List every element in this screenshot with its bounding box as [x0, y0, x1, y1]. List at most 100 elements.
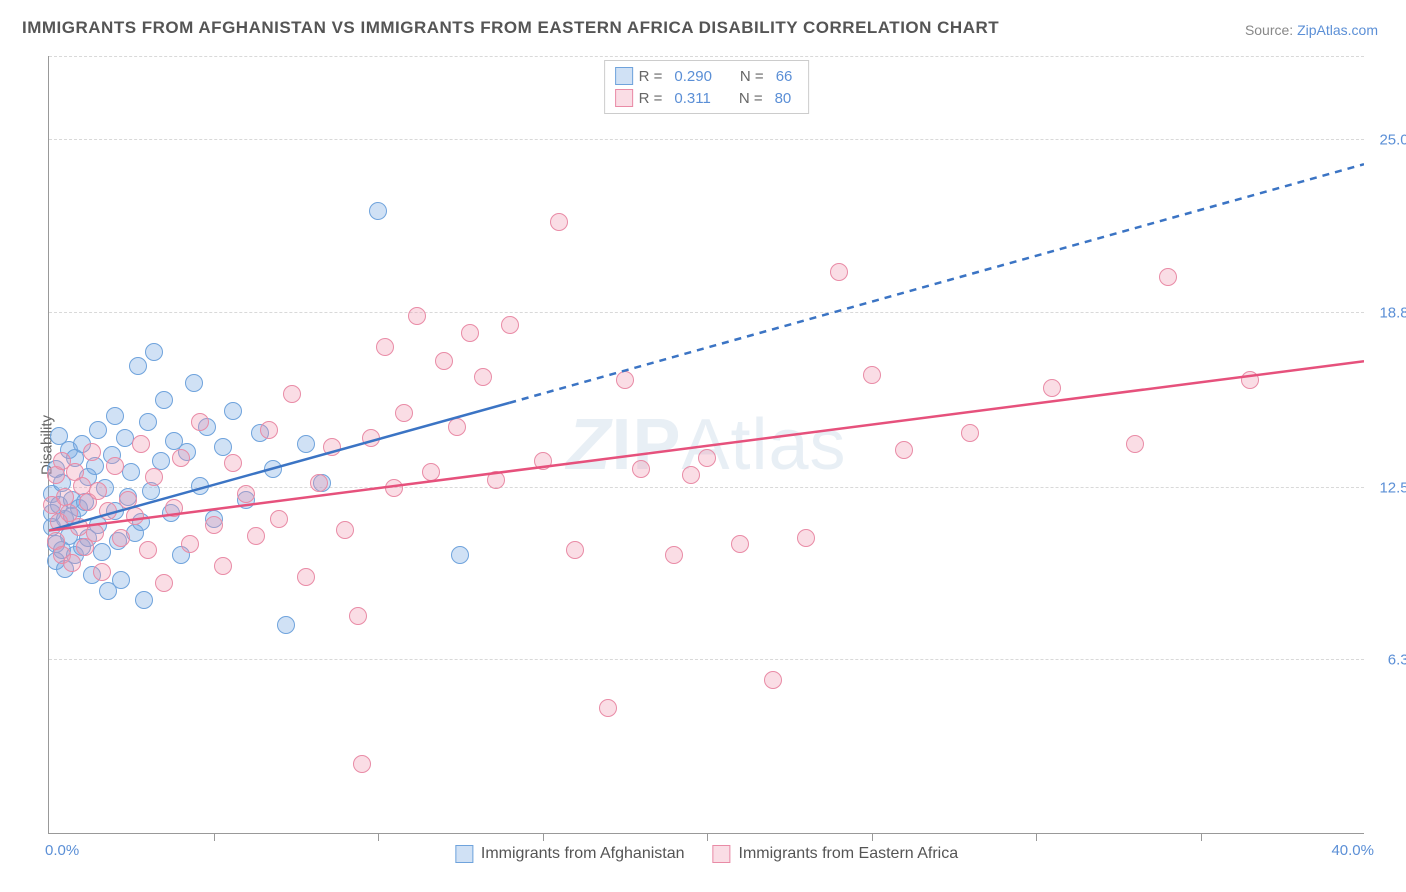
- n-value: 80: [769, 90, 798, 107]
- data-point: [155, 574, 173, 592]
- data-point: [369, 202, 387, 220]
- chart-title: IMMIGRANTS FROM AFGHANISTAN VS IMMIGRANT…: [22, 18, 999, 38]
- data-point: [1126, 435, 1144, 453]
- legend-correlation-row: R =0.311N =80: [615, 87, 799, 109]
- x-tick: [707, 833, 708, 841]
- data-point: [376, 338, 394, 356]
- n-label: N =: [740, 68, 764, 85]
- data-point: [323, 438, 341, 456]
- data-point: [86, 524, 104, 542]
- data-point: [451, 546, 469, 564]
- data-point: [797, 529, 815, 547]
- legend-series-label: Immigrants from Eastern Africa: [739, 845, 959, 863]
- data-point: [112, 529, 130, 547]
- n-label: N =: [739, 90, 763, 107]
- data-point: [731, 535, 749, 553]
- data-point: [550, 213, 568, 231]
- data-point: [63, 554, 81, 572]
- legend-series-label: Immigrants from Afghanistan: [481, 845, 685, 863]
- y-tick-label: 12.5%: [1379, 479, 1406, 496]
- data-point: [1043, 379, 1061, 397]
- data-point: [214, 438, 232, 456]
- data-point: [93, 543, 111, 561]
- data-point: [408, 307, 426, 325]
- data-point: [270, 510, 288, 528]
- data-point: [224, 402, 242, 420]
- data-point: [764, 671, 782, 689]
- data-point: [395, 404, 413, 422]
- x-tick: [543, 833, 544, 841]
- data-point: [566, 541, 584, 559]
- data-point: [448, 418, 466, 436]
- data-point: [99, 502, 117, 520]
- data-point: [534, 452, 552, 470]
- data-point: [93, 563, 111, 581]
- data-point: [698, 449, 716, 467]
- legend-swatch: [615, 67, 633, 85]
- data-point: [83, 443, 101, 461]
- data-point: [632, 460, 650, 478]
- x-tick: [378, 833, 379, 841]
- data-point: [682, 466, 700, 484]
- r-label: R =: [639, 68, 663, 85]
- data-point: [224, 454, 242, 472]
- data-point: [126, 507, 144, 525]
- data-point: [155, 391, 173, 409]
- chart-plot-area: Disability ZIPAtlas 6.3%12.5%18.8%25.0% …: [48, 56, 1364, 834]
- legend-swatch: [713, 845, 731, 863]
- data-point: [145, 468, 163, 486]
- y-tick-label: 25.0%: [1379, 132, 1406, 149]
- data-point: [56, 488, 74, 506]
- data-point: [435, 352, 453, 370]
- data-point: [112, 571, 130, 589]
- x-tick: [872, 833, 873, 841]
- data-point: [73, 477, 91, 495]
- r-value: 0.290: [668, 68, 718, 85]
- data-point: [297, 435, 315, 453]
- data-point: [152, 452, 170, 470]
- data-point: [336, 521, 354, 539]
- data-point: [830, 263, 848, 281]
- data-point: [237, 485, 255, 503]
- data-point: [247, 527, 265, 545]
- data-point: [349, 607, 367, 625]
- y-tick-label: 6.3%: [1388, 651, 1406, 668]
- data-point: [461, 324, 479, 342]
- data-point: [165, 499, 183, 517]
- correlation-legend: R =0.290N =66R =0.311N =80: [604, 60, 810, 114]
- data-point: [474, 368, 492, 386]
- data-point: [616, 371, 634, 389]
- data-point: [106, 407, 124, 425]
- data-point: [385, 479, 403, 497]
- data-point: [297, 568, 315, 586]
- data-point: [70, 518, 88, 536]
- x-axis-min-label: 0.0%: [45, 842, 79, 859]
- legend-series-item: Immigrants from Afghanistan: [455, 845, 685, 863]
- data-point: [362, 429, 380, 447]
- data-point: [132, 435, 150, 453]
- data-point: [487, 471, 505, 489]
- x-axis-max-label: 40.0%: [1331, 842, 1374, 859]
- data-point: [1241, 371, 1259, 389]
- data-point: [89, 482, 107, 500]
- x-tick: [214, 833, 215, 841]
- data-point: [961, 424, 979, 442]
- data-point: [191, 413, 209, 431]
- data-point: [283, 385, 301, 403]
- x-tick: [1201, 833, 1202, 841]
- data-point: [89, 421, 107, 439]
- data-point: [501, 316, 519, 334]
- data-point: [119, 491, 137, 509]
- data-point: [422, 463, 440, 481]
- data-point: [599, 699, 617, 717]
- data-point: [122, 463, 140, 481]
- y-tick-label: 18.8%: [1379, 304, 1406, 321]
- data-point: [260, 421, 278, 439]
- data-point: [310, 474, 328, 492]
- data-point: [895, 441, 913, 459]
- data-point: [277, 616, 295, 634]
- legend-series-item: Immigrants from Eastern Africa: [713, 845, 959, 863]
- data-point: [116, 429, 134, 447]
- source-link[interactable]: ZipAtlas.com: [1297, 22, 1378, 38]
- data-point: [1159, 268, 1177, 286]
